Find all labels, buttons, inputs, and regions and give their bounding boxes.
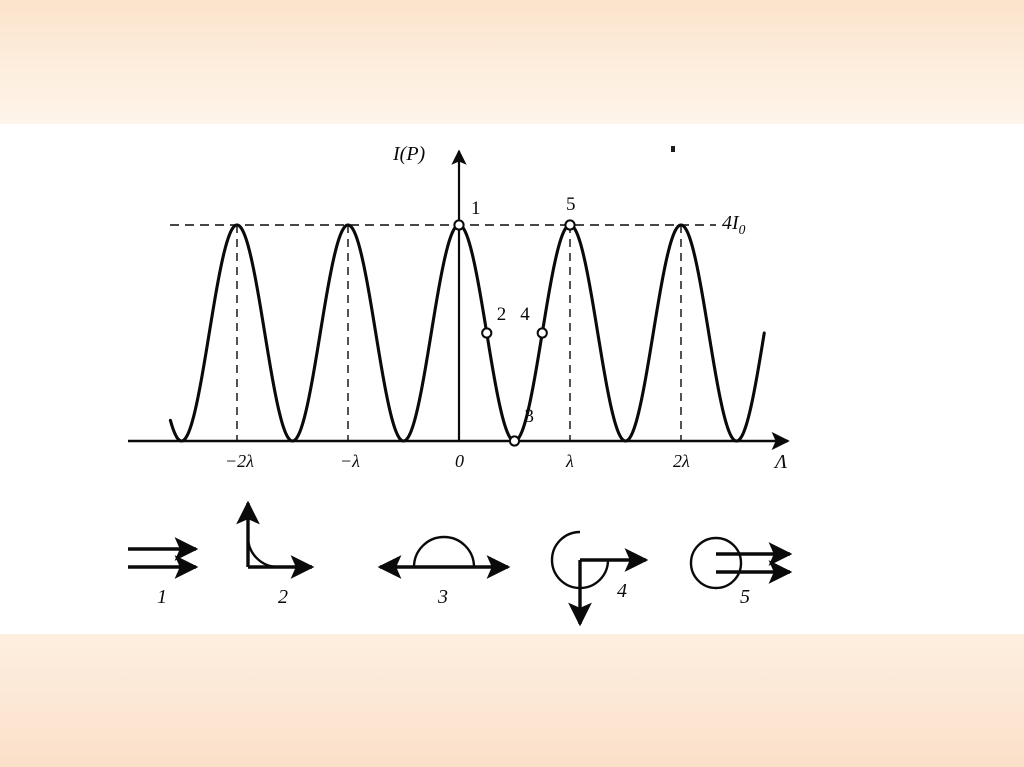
curve-marker-1	[453, 219, 465, 231]
physics-figure: I(P) Λ 4I0 −2λ −λ 0 λ 2λ 1 2 3 4 5 1 2 3 4 5	[0, 124, 1024, 634]
x-axis-label: Λ	[775, 451, 788, 473]
curve-point-label-4: 4	[520, 304, 530, 325]
scan-artifact-speck	[671, 146, 675, 152]
level-label-4i0: 4I0	[722, 212, 746, 237]
phasor-diagram-label-2: 2	[278, 586, 288, 608]
phasor-diagram-label-4: 4	[617, 580, 627, 602]
phasor-diagram-3	[377, 535, 511, 579]
curve-point-label-5: 5	[566, 194, 576, 215]
x-tick-label-2: 0	[455, 451, 464, 471]
curve-point-label-3: 3	[524, 406, 535, 427]
decorative-bottom-band	[0, 634, 1024, 767]
x-tick-label-0: −2λ	[225, 451, 254, 471]
figure-svg	[128, 149, 793, 627]
phasor-diagram-2	[236, 500, 315, 579]
x-tick-label-4: 2λ	[673, 451, 690, 471]
curve-point-label-2: 2	[496, 304, 507, 325]
phasor-diagram-label-3: 3	[438, 586, 448, 608]
curve-marker-5	[564, 219, 576, 231]
curve-marker-3	[508, 435, 521, 447]
phasor-diagram-5	[689, 536, 793, 590]
chart-axes	[128, 149, 790, 451]
curve-marker-2	[481, 327, 493, 339]
phasor-diagram-label-5: 5	[740, 586, 750, 608]
level-label-subscript: 0	[738, 222, 746, 237]
decorative-top-band	[0, 0, 1024, 124]
phasor-diagram-4	[550, 530, 649, 627]
y-axis-label: I(P)	[393, 143, 426, 165]
x-tick-label-1: −λ	[340, 451, 360, 471]
peak-dashed-verticals	[236, 225, 682, 441]
curve-marker-4	[536, 327, 548, 339]
curve-point-markers	[453, 219, 576, 447]
curve-point-label-1: 1	[471, 198, 481, 219]
intensity-curve	[168, 223, 766, 443]
x-tick-label-3: λ	[566, 451, 574, 471]
phasor-diagram-1	[128, 537, 199, 579]
phasor-diagram-label-1: 1	[157, 586, 167, 608]
